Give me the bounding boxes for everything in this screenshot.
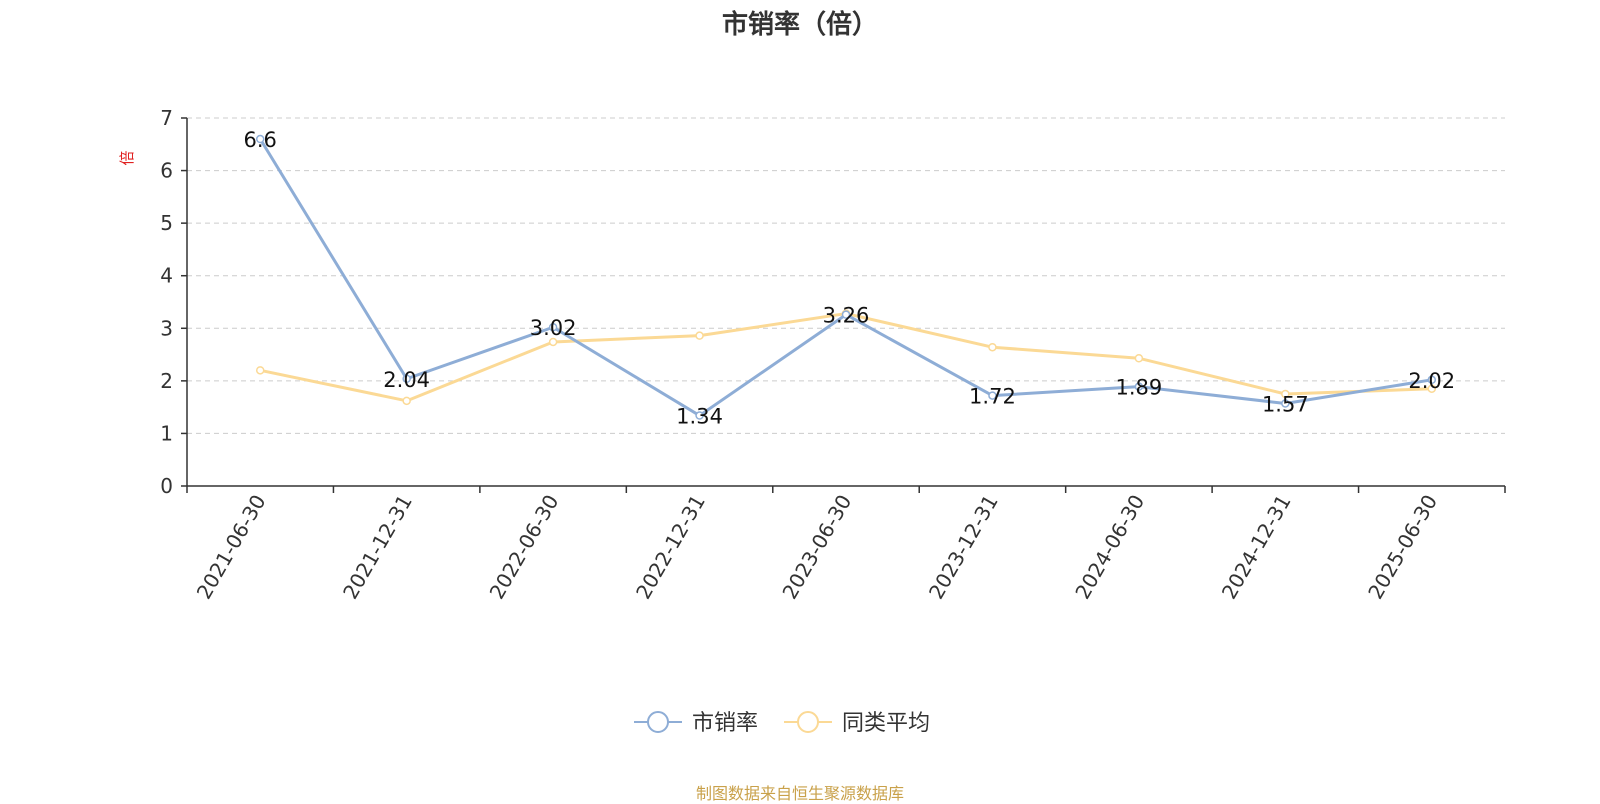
x-tick-label: 2021-06-30: [192, 491, 271, 604]
x-tick-label: 2021-12-31: [338, 491, 417, 604]
data-label: 1.57: [1262, 392, 1309, 416]
legend-label: 同类平均: [842, 711, 930, 736]
y-tick-label: 6: [160, 159, 173, 183]
legend-label: 市销率: [692, 711, 758, 736]
point-average: [255, 366, 265, 375]
data-label: 1.72: [969, 385, 1016, 409]
point-average: [1134, 354, 1144, 363]
data-label: 6.6: [244, 128, 277, 152]
x-tick-label: 2023-06-30: [777, 491, 856, 604]
data-label: 3.26: [823, 304, 870, 328]
point-average: [548, 337, 558, 347]
y-tick-label: 1: [160, 421, 173, 445]
data-label: 1.34: [676, 405, 723, 429]
point-pricesales: [548, 322, 558, 332]
x-tick-label: 2022-06-30: [485, 491, 564, 604]
point-pricesales: [695, 411, 704, 420]
point-pricesales: [255, 134, 265, 144]
axes: 0 1 2 3 4 5 6 7 倍 2021-06-30 2021-12-31 2022-06-30 2…: [118, 106, 1506, 604]
point-pricesales: [402, 374, 411, 384]
point-average: [1427, 384, 1437, 393]
data-label: 3.02: [530, 316, 577, 340]
point-average: [988, 342, 997, 352]
y-axis-label: 倍: [118, 150, 136, 165]
point-pricesales: [1134, 382, 1144, 391]
y-tick-label: 5: [160, 211, 173, 235]
point-pricesales: [1427, 375, 1437, 385]
data-label: 1.89: [1116, 376, 1163, 400]
series-lines: [255, 134, 1437, 420]
x-tick-label: 2024-06-30: [1070, 491, 1149, 604]
y-tick-label: 7: [160, 106, 173, 130]
legend-marker: [797, 711, 819, 733]
source-note: 制图数据来自恒生聚源数据库: [695, 784, 904, 803]
x-tick-label: 2024-12-31: [1217, 491, 1296, 604]
y-tick-label: 4: [160, 264, 173, 288]
y-tick-label: 3: [160, 316, 173, 340]
legend-marker: [647, 711, 669, 733]
x-tick-label: 2025-06-30: [1363, 491, 1442, 604]
y-tick-label: 0: [160, 474, 173, 498]
data-label: 2.04: [383, 368, 430, 392]
point-pricesales: [988, 391, 997, 400]
point-average: [402, 396, 411, 406]
point-pricesales: [1281, 399, 1290, 408]
x-tick-label: 2022-12-31: [631, 491, 710, 604]
chart-title: 市销率（倍）: [721, 10, 878, 40]
legend: 市销率 同类平均: [634, 711, 930, 736]
point-average: [1281, 389, 1290, 399]
point-average: [695, 331, 704, 340]
data-labels: 6.6 2.04 3.02 1.34 3.26 1.72 1.89 1.57 2.02: [244, 128, 1456, 429]
point-pricesales: [841, 310, 851, 319]
x-tick-label: 2023-12-31: [924, 491, 1003, 604]
data-label: 2.02: [1408, 369, 1455, 393]
y-tick-label: 2: [160, 369, 173, 393]
series-line-pricesales: [258, 138, 1433, 418]
